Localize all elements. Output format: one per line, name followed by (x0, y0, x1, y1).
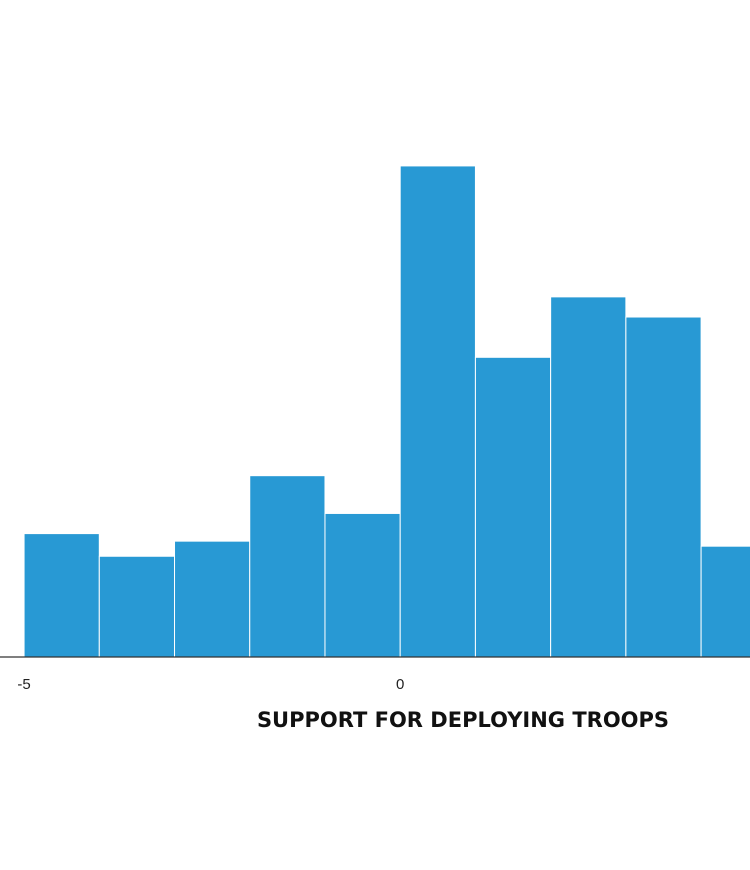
x-tick-label: 0 (396, 676, 404, 693)
histogram-bar (23, 533, 100, 658)
x-tick-label: -5 (17, 676, 30, 693)
histogram-bar (174, 540, 251, 658)
histogram-bar (625, 316, 702, 658)
histogram-bar (249, 475, 326, 658)
bars-group (23, 165, 750, 658)
x-tick-labels: -5 0 (17, 676, 404, 693)
histogram-bar (399, 165, 476, 658)
x-axis-title: SUPPORT FOR DEPLOYING TROOPS (257, 708, 669, 732)
histogram-bar (550, 296, 627, 658)
histogram-bar (324, 512, 401, 658)
histogram-bar (700, 545, 750, 658)
histogram-bar (98, 555, 176, 658)
histogram-bar (474, 356, 552, 658)
